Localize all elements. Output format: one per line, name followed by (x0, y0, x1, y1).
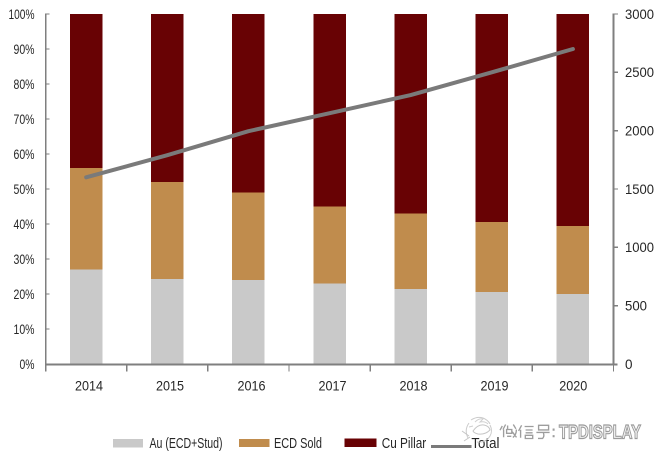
svg-text:2016: 2016 (238, 378, 266, 394)
svg-text:Au (ECD+Stud): Au (ECD+Stud) (150, 435, 223, 452)
svg-text:80%: 80% (14, 77, 35, 92)
svg-text:Cu Pillar: Cu Pillar (382, 435, 427, 452)
svg-text:90%: 90% (14, 42, 35, 57)
svg-text:500: 500 (625, 299, 647, 314)
svg-text:100%: 100% (9, 7, 35, 22)
svg-text:70%: 70% (14, 112, 35, 127)
svg-text:20%: 20% (14, 287, 35, 302)
svg-text:10%: 10% (14, 322, 35, 337)
svg-text:50%: 50% (14, 182, 35, 197)
svg-text:30%: 30% (14, 252, 35, 267)
svg-text:2015: 2015 (156, 378, 184, 394)
svg-text:40%: 40% (14, 217, 35, 232)
svg-text:3000: 3000 (625, 7, 654, 22)
svg-text:60%: 60% (14, 147, 35, 162)
svg-text:Total: Total (471, 435, 499, 452)
svg-text:1500: 1500 (625, 182, 654, 197)
svg-text:2017: 2017 (319, 378, 347, 394)
svg-text:TPDISPLAY: TPDISPLAY (559, 421, 641, 443)
svg-text:1000: 1000 (625, 240, 654, 255)
svg-text:2000: 2000 (625, 124, 654, 139)
svg-text:2019: 2019 (481, 378, 509, 394)
svg-text:2500: 2500 (625, 65, 654, 80)
svg-text:2014: 2014 (75, 378, 103, 394)
svg-text:ECD Sold: ECD Sold (274, 435, 322, 452)
svg-text:0%: 0% (20, 357, 35, 372)
svg-text:2018: 2018 (400, 378, 428, 394)
svg-text:2020: 2020 (559, 378, 587, 394)
svg-text:0: 0 (625, 357, 633, 372)
